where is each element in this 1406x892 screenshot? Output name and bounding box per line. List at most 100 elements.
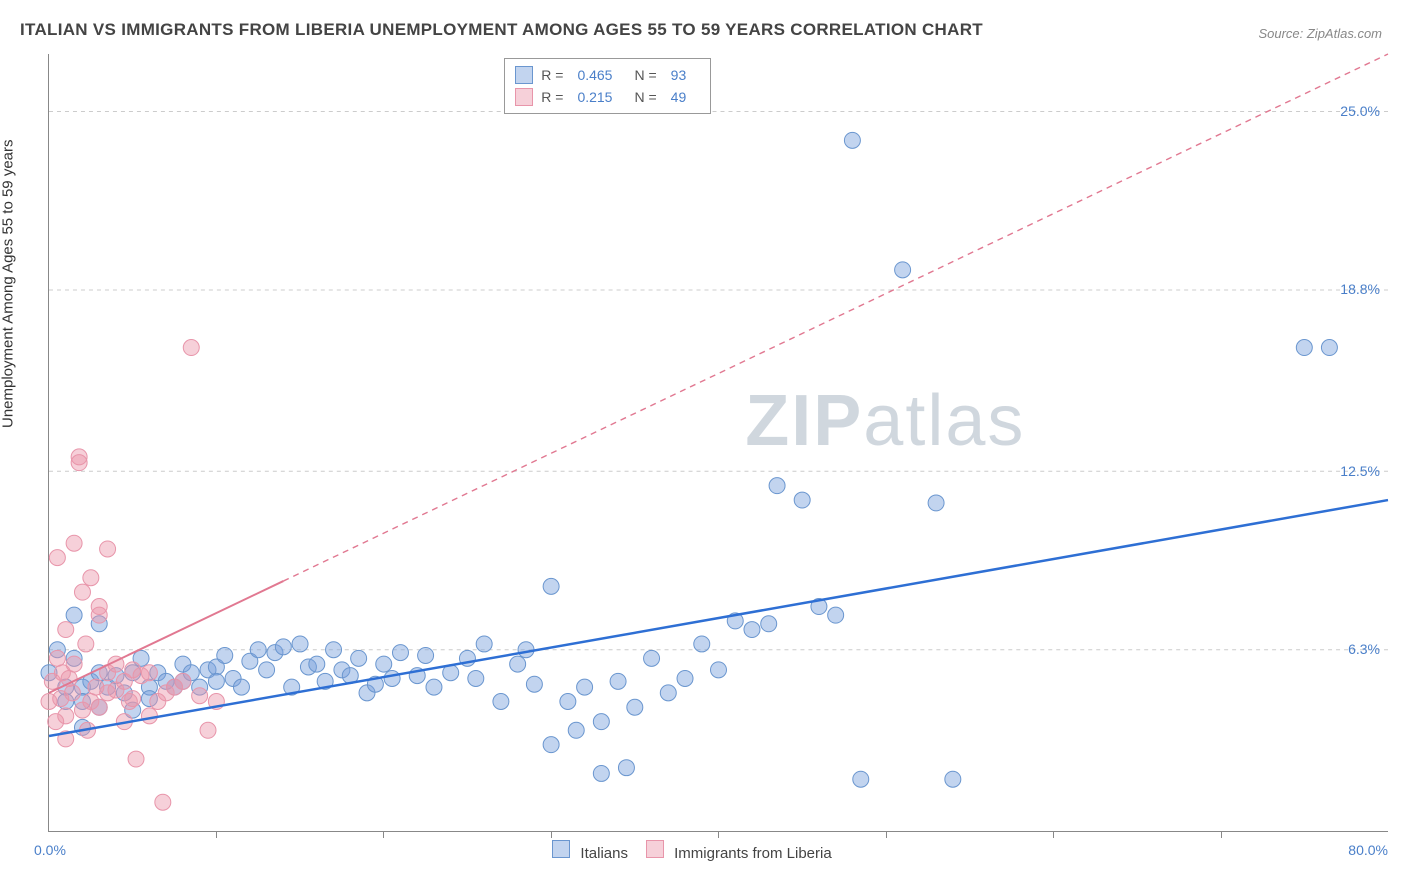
data-point — [1321, 340, 1337, 356]
data-point — [568, 722, 584, 738]
data-point — [58, 622, 74, 638]
x-tick — [1053, 831, 1054, 838]
source-attribution: Source: ZipAtlas.com — [1258, 26, 1382, 41]
data-point — [376, 656, 392, 672]
x-tick — [718, 831, 719, 838]
legend-swatch — [646, 840, 664, 858]
data-point — [175, 673, 191, 689]
data-point — [275, 639, 291, 655]
data-point — [895, 262, 911, 278]
legend-r-value: 0.215 — [577, 89, 612, 105]
data-point — [518, 642, 534, 658]
legend-swatch — [552, 840, 570, 858]
chart-svg — [49, 54, 1388, 831]
x-tick — [551, 831, 552, 838]
data-point — [794, 492, 810, 508]
top-legend: R =0.465N =93R =0.215N =49 — [504, 58, 711, 114]
data-point — [217, 647, 233, 663]
chart-title: ITALIAN VS IMMIGRANTS FROM LIBERIA UNEMP… — [20, 20, 983, 40]
bottom-legend: Italians Immigrants from Liberia — [534, 840, 831, 862]
data-point — [58, 708, 74, 724]
y-tick-label: 6.3% — [1348, 641, 1380, 657]
legend-n-label: N = — [634, 67, 656, 83]
data-point — [426, 679, 442, 695]
data-point — [761, 616, 777, 632]
x-tick — [216, 831, 217, 838]
legend-row: R =0.215N =49 — [515, 86, 700, 108]
trend-line — [49, 500, 1388, 736]
data-point — [71, 455, 87, 471]
data-point — [250, 642, 266, 658]
y-tick-label: 25.0% — [1340, 103, 1380, 119]
data-point — [66, 656, 82, 672]
data-point — [49, 550, 65, 566]
data-point — [91, 599, 107, 615]
data-point — [141, 665, 157, 681]
data-point — [928, 495, 944, 511]
data-point — [74, 584, 90, 600]
data-point — [844, 132, 860, 148]
y-axis-label: Unemployment Among Ages 55 to 59 years — [0, 140, 17, 429]
data-point — [593, 714, 609, 730]
data-point — [351, 650, 367, 666]
data-point — [711, 662, 727, 678]
y-tick-label: 18.8% — [1340, 281, 1380, 297]
data-point — [141, 708, 157, 724]
x-tick — [886, 831, 887, 838]
data-point — [91, 699, 107, 715]
x-axis-max-label: 80.0% — [1348, 842, 1388, 858]
data-point — [49, 650, 65, 666]
legend-swatch — [515, 88, 533, 106]
legend-series-label: Italians — [576, 845, 628, 862]
data-point — [66, 535, 82, 551]
data-point — [853, 771, 869, 787]
trend-line-dashed — [283, 54, 1388, 581]
x-tick — [1221, 831, 1222, 838]
data-point — [200, 722, 216, 738]
data-point — [259, 662, 275, 678]
data-point — [1296, 340, 1312, 356]
legend-row: R =0.465N =93 — [515, 64, 700, 86]
data-point — [309, 656, 325, 672]
data-point — [476, 636, 492, 652]
legend-n-value: 93 — [671, 67, 687, 83]
data-point — [392, 645, 408, 661]
data-point — [384, 670, 400, 686]
data-point — [83, 570, 99, 586]
x-axis-min-label: 0.0% — [34, 842, 66, 858]
legend-series-label: Immigrants from Liberia — [670, 845, 832, 862]
data-point — [526, 676, 542, 692]
data-point — [510, 656, 526, 672]
data-point — [125, 691, 141, 707]
data-point — [543, 737, 559, 753]
data-point — [644, 650, 660, 666]
legend-r-label: R = — [541, 89, 563, 105]
data-point — [677, 670, 693, 686]
legend-swatch — [515, 66, 533, 84]
data-point — [610, 673, 626, 689]
data-point — [292, 636, 308, 652]
data-point — [769, 478, 785, 494]
data-point — [233, 679, 249, 695]
data-point — [100, 541, 116, 557]
data-point — [326, 642, 342, 658]
data-point — [593, 765, 609, 781]
data-point — [468, 670, 484, 686]
data-point — [560, 694, 576, 710]
legend-r-label: R = — [541, 67, 563, 83]
data-point — [945, 771, 961, 787]
data-point — [828, 607, 844, 623]
legend-n-value: 49 — [671, 89, 687, 105]
data-point — [493, 694, 509, 710]
data-point — [155, 794, 171, 810]
data-point — [78, 636, 94, 652]
data-point — [577, 679, 593, 695]
data-point — [192, 688, 208, 704]
data-point — [618, 760, 634, 776]
data-point — [64, 685, 80, 701]
data-point — [418, 647, 434, 663]
data-point — [694, 636, 710, 652]
data-point — [543, 578, 559, 594]
data-point — [208, 673, 224, 689]
y-tick-label: 12.5% — [1340, 463, 1380, 479]
